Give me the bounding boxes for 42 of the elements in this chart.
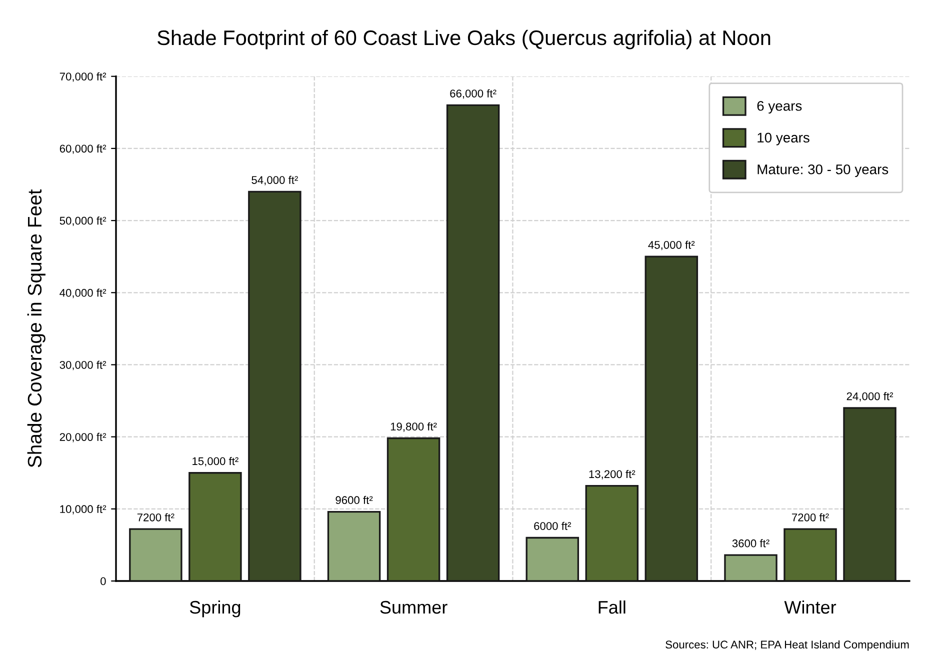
bar bbox=[386, 437, 440, 581]
source-note: Sources: UC ANR; EPA Heat Island Compendium bbox=[666, 640, 909, 651]
bar bbox=[446, 104, 500, 581]
bar bbox=[327, 510, 381, 581]
y-tick-label: 20,000 ft² bbox=[60, 432, 106, 442]
bar bbox=[188, 472, 242, 581]
chart-title: Shade Footprint of 60 Coast Live Oaks (Quercus agrifolia) at Noon bbox=[158, 30, 770, 50]
legend-label: Mature: 30 - 50 years bbox=[758, 164, 888, 178]
y-tick-label: 10,000 ft² bbox=[60, 504, 106, 514]
data-label: 45,000 ft² bbox=[648, 240, 695, 250]
legend-label: 6 years bbox=[757, 100, 802, 114]
y-tick-label: 60,000 ft² bbox=[60, 144, 106, 154]
data-label: 54,000 ft² bbox=[252, 176, 298, 186]
legend-label: 10 years bbox=[758, 132, 810, 146]
y-tick-label: 30,000 ft² bbox=[60, 360, 106, 370]
data-label: 6000 ft² bbox=[534, 522, 572, 530]
bar bbox=[724, 554, 778, 581]
bar bbox=[843, 407, 896, 581]
data-label: 15,000 ft² bbox=[192, 456, 238, 466]
y-tick-label: 50,000 ft² bbox=[60, 216, 106, 226]
y-axis-title: Shade Coverage in Square Feet bbox=[27, 189, 46, 468]
x-tick-label: Summer bbox=[380, 600, 448, 614]
y-tick-label: 40,000 ft² bbox=[60, 288, 106, 298]
data-label: 13,200 ft² bbox=[589, 470, 636, 480]
y-tick-label: 70,000 ft² bbox=[60, 72, 106, 82]
data-label: 7200 ft² bbox=[137, 513, 174, 522]
y-tick-label: 0 bbox=[100, 577, 106, 586]
data-label: 66,000 ft² bbox=[450, 89, 496, 99]
bar bbox=[784, 528, 837, 581]
bar bbox=[526, 536, 580, 581]
bar bbox=[248, 190, 302, 581]
data-label: 24,000 ft² bbox=[846, 392, 894, 402]
data-label: 19,800 ft² bbox=[390, 422, 437, 432]
x-tick-label: Fall bbox=[598, 600, 626, 614]
bar bbox=[644, 256, 698, 581]
x-tick-label: Spring bbox=[190, 600, 240, 618]
bar bbox=[129, 528, 182, 581]
data-label: 9600 ft² bbox=[336, 496, 373, 504]
data-label: 3600 ft² bbox=[732, 539, 770, 548]
bar bbox=[585, 485, 639, 581]
x-tick-label: Winter bbox=[784, 600, 836, 614]
data-label: 7200 ft² bbox=[792, 513, 829, 522]
